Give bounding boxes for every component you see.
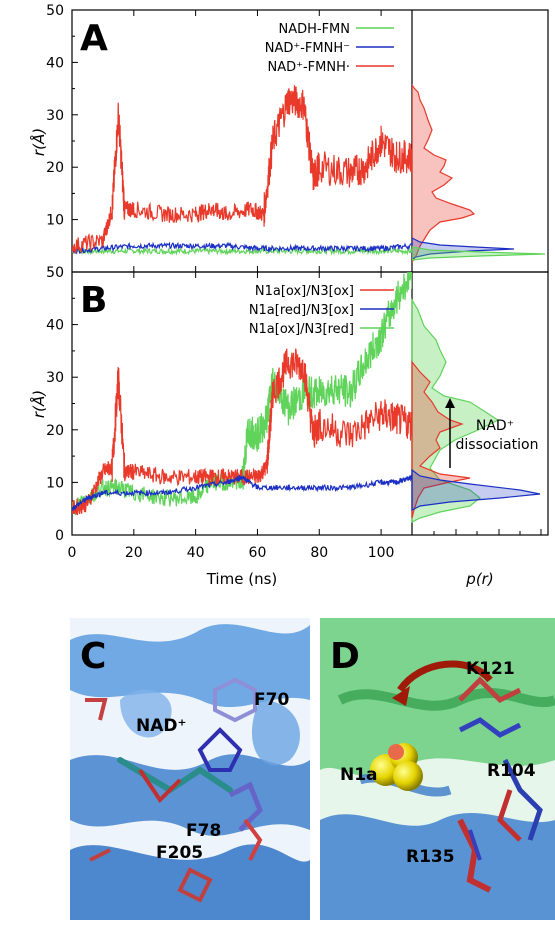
panel-a-y-ticks: 10 20 30 40 50	[46, 3, 78, 273]
dissociation-annotation: NAD⁺ dissociation	[445, 398, 538, 468]
panel-a-red-distribution	[412, 83, 476, 264]
legend-item-nad-fmnh-radical: NAD⁺-FMNH·	[267, 60, 350, 75]
y-tick-label: 10	[46, 475, 64, 491]
panel-b: 0 10 20 30 40 50 0 20 40 60 80 100 B r(Å) N1a[ox]/…	[29, 10, 549, 588]
panel-b-x-ticks: 0 20 40 60 80 100	[68, 10, 395, 561]
panel-a-lines	[72, 85, 412, 256]
residue-label-f70: F70	[254, 690, 289, 710]
x-tick-label: 40	[187, 545, 205, 561]
y-tick-label: 30	[46, 108, 64, 124]
legend-item-nad-fmnh-minus: NAD⁺-FMNH⁻	[265, 41, 350, 56]
panel-a-distribution	[412, 83, 546, 264]
residue-label-r135: R135	[406, 847, 455, 867]
legend-item-n1a-ox-n3-red: N1a[ox]/N3[red]	[249, 322, 354, 337]
panel-a-legend: NADH-FMN NAD⁺-FMNH⁻ NAD⁺-FMNH·	[265, 22, 394, 75]
panel-label-a: A	[80, 18, 108, 59]
panel-b-distribution	[411, 297, 541, 523]
x-tick-label: 20	[125, 545, 143, 561]
y-tick-label: 10	[46, 213, 64, 229]
y-tick-label: 20	[46, 423, 64, 439]
y-tick-label: 20	[46, 160, 64, 176]
residue-label-f78: F78	[186, 821, 221, 841]
series-line-nad-fmnh-minus	[72, 241, 412, 255]
annotation-line-1: NAD⁺	[476, 418, 514, 434]
panel-b-x-extra-ticks	[433, 529, 542, 535]
panel-b-legend: N1a[ox]/N3[ox] N1a[red]/N3[ox] N1a[ox]/N…	[249, 284, 394, 337]
series-line-nadh-fmn	[72, 246, 412, 256]
x-tick-label: 80	[310, 545, 328, 561]
panel-a: 10 20 30 40 50 A r(Å) NADH-FMN NAD⁺-FMNH⁻ NA…	[29, 3, 549, 273]
x-tick-label: 100	[368, 545, 395, 561]
y-tick-label: 50	[46, 3, 64, 19]
panel-b-y-ticks: 0 10 20 30 40 50	[46, 265, 78, 544]
panel-b-blue-distribution	[411, 468, 541, 511]
series-line-n1a-red-n3-ox	[72, 474, 412, 511]
arrow-head-icon	[445, 398, 455, 408]
panel-b-green-distribution	[411, 297, 500, 523]
panel-b-y-axis-label: r(Å)	[29, 390, 48, 418]
red-curved-arrow-icon	[392, 686, 410, 706]
series-line-nad-fmnh-radical	[72, 85, 412, 254]
panel-b-red-distribution	[411, 360, 471, 519]
y-tick-label: 0	[55, 528, 64, 544]
series-line-n1a-ox-n3-red	[72, 272, 412, 515]
y-tick-label: 40	[46, 318, 64, 334]
panel-label-b: B	[80, 280, 107, 321]
y-tick-label: 40	[46, 55, 64, 71]
legend-item-n1a-red-n3-ox: N1a[red]/N3[ox]	[249, 303, 354, 318]
panel-b-lines	[72, 272, 412, 516]
residue-label-r104: R104	[487, 761, 536, 781]
distribution-axis-label: p(r)	[465, 570, 493, 588]
residue-label-n1a: N1a	[340, 765, 378, 785]
legend-item-n1a-ox-n3-ox: N1a[ox]/N3[ox]	[255, 284, 354, 299]
panel-a-green-distribution	[412, 246, 546, 261]
panel-d: D K121 N1a R104 R135	[320, 618, 555, 920]
legend-item-nadh-fmn: NADH-FMN	[278, 22, 350, 37]
panel-label-d: D	[330, 636, 360, 677]
panel-a-y-axis-label: r(Å)	[29, 128, 48, 156]
x-tick-label: 60	[249, 545, 267, 561]
residue-label-f205: F205	[156, 843, 203, 863]
x-tick-label: 0	[68, 545, 77, 561]
y-tick-label: 50	[46, 265, 64, 281]
residue-label-nad: NAD⁺	[136, 716, 186, 736]
annotation-line-2: dissociation	[456, 437, 539, 453]
panel-a-blue-distribution	[412, 237, 515, 260]
panel-label-c: C	[80, 636, 106, 677]
residue-label-k121: K121	[466, 659, 515, 679]
y-tick-label: 30	[46, 370, 64, 386]
panel-c: C NAD⁺ F70 F78 F205	[70, 618, 310, 920]
x-axis-label: Time (ns)	[206, 570, 278, 588]
